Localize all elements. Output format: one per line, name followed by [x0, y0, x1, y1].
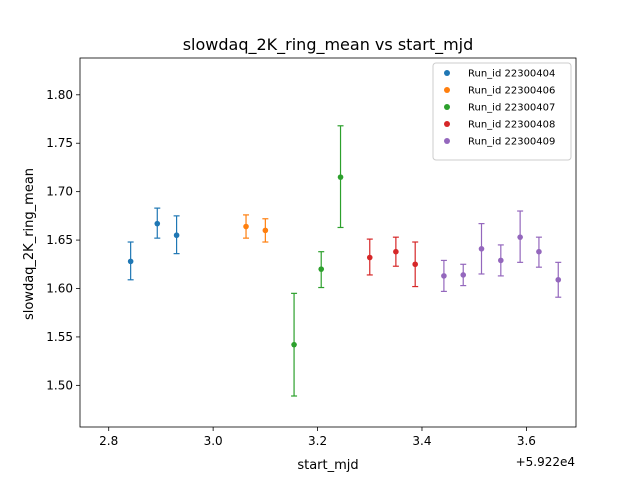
data-point: [262, 227, 269, 234]
y-tick-label: 1.60: [46, 282, 73, 296]
data-point: [154, 220, 161, 227]
y-axis-label: slowdaq_2K_ring_mean: [22, 168, 37, 320]
y-tick-label: 1.70: [46, 185, 73, 199]
x-axis-label: start_mjd: [297, 458, 358, 473]
x-tick-label: 2.8: [99, 434, 118, 448]
legend-marker: [444, 70, 450, 76]
data-point: [412, 261, 418, 268]
data-point: [337, 174, 344, 180]
legend-label: Run_id 22300404: [468, 69, 555, 80]
data-point: [460, 272, 467, 278]
data-series: [127, 207, 180, 281]
data-point: [555, 276, 562, 283]
legend-marker: [444, 121, 450, 127]
data-point: [441, 273, 447, 279]
y-tick-label: 1.80: [46, 88, 73, 102]
x-tick-label: 3.6: [517, 434, 536, 448]
y-tick-label: 1.55: [46, 330, 73, 344]
x-tick-label: 3.4: [412, 434, 431, 448]
data-series: [291, 125, 344, 397]
legend-marker: [444, 104, 450, 110]
chart-title: slowdaq_2K_ring_mean vs start_mjd: [183, 35, 474, 55]
data-point: [366, 254, 373, 261]
y-tick-label: 1.65: [46, 233, 73, 247]
legend-label: Run_id 22300407: [468, 103, 555, 114]
data-point: [127, 258, 134, 265]
data-point: [517, 234, 523, 240]
data-point: [318, 266, 325, 272]
legend-marker: [444, 138, 450, 144]
plot-area: 2.8 3.0 3.2 3.4 3.6 1.50 1.55 1.60 1.65 1.70 1.75 1…: [46, 57, 577, 448]
legend-box: [432, 62, 572, 161]
axes-frame: [79, 57, 577, 428]
x-axis-offset-label: +5.922e4: [516, 455, 575, 469]
data-point: [173, 232, 180, 239]
y-tick-label: 1.75: [46, 136, 73, 150]
x-tick-label: 3.2: [308, 434, 327, 448]
data-series: [440, 210, 562, 298]
data-point: [478, 245, 485, 252]
data-point: [243, 223, 249, 230]
legend-marker: [444, 87, 450, 93]
legend-label: Run_id 22300408: [468, 120, 555, 131]
data-point: [393, 248, 399, 255]
data-point: [536, 248, 542, 255]
data-point: [498, 257, 504, 264]
data-point: [291, 341, 297, 348]
y-tick-label: 1.50: [46, 378, 73, 392]
data-series: [243, 214, 269, 243]
legend: Run_id 22300404 Run_id 22300406 Run_id 223…: [432, 62, 572, 161]
legend-label: Run_id 22300409: [468, 137, 555, 148]
x-tick-label: 3.0: [204, 434, 223, 448]
legend-label: Run_id 22300406: [468, 86, 555, 97]
data-series: [366, 236, 419, 288]
